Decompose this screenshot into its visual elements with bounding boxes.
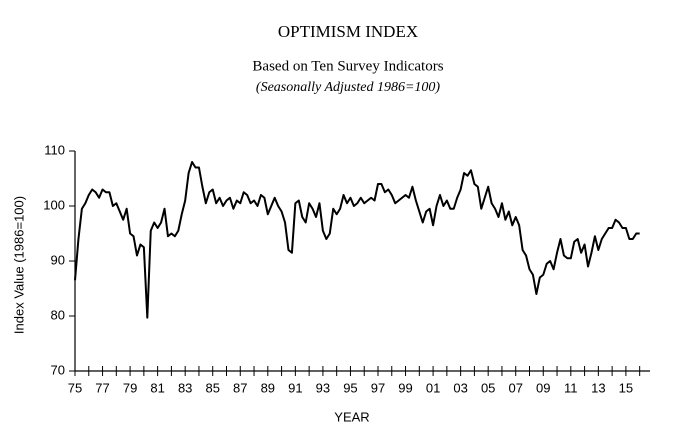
x-tick-label: 97 — [371, 380, 385, 395]
x-tick-label: 89 — [261, 380, 275, 395]
x-tick-label: 99 — [398, 380, 412, 395]
x-tick-label: 05 — [481, 380, 495, 395]
x-tick-label: 95 — [343, 380, 357, 395]
y-tick-label: 100 — [43, 197, 65, 212]
x-tick-label: 01 — [426, 380, 440, 395]
x-tick-label: 91 — [288, 380, 302, 395]
x-tick-label: 11 — [564, 380, 578, 395]
x-tick-label: 07 — [508, 380, 522, 395]
x-tick-label: 93 — [316, 380, 330, 395]
chart-note: (Seasonally Adjusted 1986=100) — [256, 80, 441, 95]
y-axis-label: Index Value (1986=100) — [11, 196, 26, 334]
x-tick-label: 77 — [95, 380, 109, 395]
x-tick-label: 87 — [233, 380, 247, 395]
x-tick-label: 09 — [536, 380, 550, 395]
x-tick-label: 79 — [123, 380, 137, 395]
x-tick-label: 03 — [453, 380, 467, 395]
y-tick-label: 90 — [51, 252, 65, 267]
x-tick-label: 83 — [178, 380, 192, 395]
x-tick-label: 85 — [205, 380, 219, 395]
y-tick-label: 70 — [51, 362, 65, 377]
x-tick-label: 81 — [150, 380, 164, 395]
y-tick-label: 80 — [51, 307, 65, 322]
chart-title: OPTIMISM INDEX — [278, 22, 418, 41]
y-tick-label: 110 — [44, 142, 65, 157]
chart-subtitle: Based on Ten Survey Indicators — [252, 58, 443, 74]
x-axis-label: YEAR — [334, 409, 369, 424]
x-tick-label: 15 — [619, 380, 633, 395]
x-tick-label: 13 — [591, 380, 605, 395]
index-line — [74, 161, 640, 319]
x-tick-label: 75 — [68, 380, 82, 395]
